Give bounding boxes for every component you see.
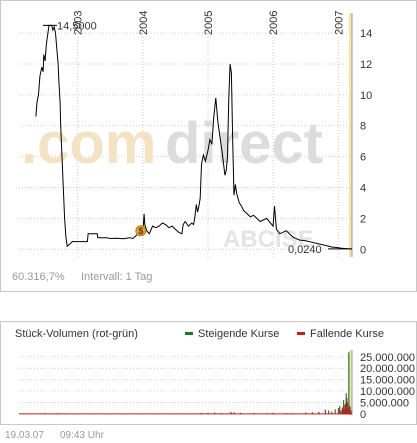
volume-bar-falling	[350, 411, 352, 415]
volume-highlight-band	[349, 350, 352, 415]
volume-bar-rising	[341, 408, 343, 415]
volume-y-tick-label: 25.000.000	[360, 352, 415, 364]
volume-bar-falling	[340, 410, 342, 415]
event-marker-symbol: $	[138, 226, 143, 236]
change-percent: 60.316,7%	[12, 271, 65, 283]
volume-bar-falling	[331, 411, 333, 415]
watermark-direct: direct	[165, 111, 323, 176]
volume-bar-falling	[324, 409, 326, 415]
volume-bar-rising	[318, 411, 320, 415]
x-tick-label: 2006	[268, 11, 280, 35]
volume-bar-rising	[348, 352, 350, 415]
volume-bar-falling	[347, 408, 349, 415]
y-tick-label: 12	[360, 59, 372, 71]
event-marker[interactable]	[135, 225, 147, 237]
highlight-band	[349, 13, 352, 257]
y-tick-label: 4	[360, 183, 366, 195]
legend-rising: Steigende Kurse	[185, 328, 279, 340]
timestamp-date: 19.03.07	[5, 430, 44, 441]
volume-bar-rising	[328, 410, 330, 415]
interval-label: Intervall: 1 Tag	[81, 271, 153, 283]
volume-bar-rising	[344, 404, 346, 415]
max-value-label: 14,5000	[57, 20, 97, 32]
price-chart-panel: .com direct ABCISE 0 2 4 6 8 10 12 14 2003 2004 20…	[0, 0, 417, 292]
volume-bar-falling	[342, 407, 344, 415]
x-tick-label: 2007	[333, 11, 345, 35]
last-value-label: 0,0240	[288, 244, 322, 256]
volume-bar-rising	[334, 409, 336, 415]
volume-bar-rising	[350, 410, 353, 415]
volume-y-tick-label: 15.000.000	[360, 375, 415, 387]
volume-bar-falling	[233, 412, 235, 415]
volume-bar-rising	[343, 400, 345, 415]
legend-falling: Fallende Kurse	[297, 328, 384, 340]
y-tick-label: 2	[360, 213, 366, 225]
y-tick-label: 8	[360, 121, 366, 133]
x-tick-label: 2005	[203, 11, 215, 35]
volume-bar-rising	[349, 407, 351, 415]
legend-rising-swatch	[185, 331, 193, 335]
volume-y-tick-label: 10.000.000	[360, 386, 415, 398]
legend-falling-label: Fallende Kurse	[310, 328, 384, 340]
price-line	[35, 24, 353, 250]
volume-title: Stück-Volumen (rot-grün)	[15, 328, 138, 340]
legend-rising-label: Steigende Kurse	[198, 328, 280, 340]
volume-bar-falling	[343, 409, 345, 415]
volume-y-tick-label: 0	[360, 409, 366, 421]
volume-bar-rising	[230, 411, 232, 415]
volume-bar-falling	[346, 397, 348, 415]
y-tick-label: 10	[360, 90, 372, 102]
volume-bar-rising	[345, 393, 347, 415]
y-tick-label: 6	[360, 152, 366, 164]
volume-bar-falling	[348, 405, 351, 415]
y-tick-label: 14	[360, 28, 372, 40]
volume-chart: 05.000.00010.000.00015.000.00020.000.000…	[19, 350, 415, 421]
volume-chart-panel: Stück-Volumen (rot-grün) Steigende Kurse…	[0, 321, 417, 425]
x-tick-label: 2003	[73, 11, 85, 35]
volume-bar-falling	[337, 408, 340, 415]
legend-falling-swatch	[297, 331, 305, 335]
watermark-com: .com	[21, 111, 156, 176]
volume-bar-rising	[339, 405, 341, 415]
volume-bar-falling	[311, 412, 313, 415]
timestamp-time: 09:43 Uhr	[60, 430, 104, 441]
y-tick-label: 0	[360, 244, 366, 256]
volume-bar-rising	[346, 402, 349, 415]
volume-bar-falling	[344, 403, 347, 415]
volume-y-tick-label: 5.000.000	[360, 397, 409, 409]
x-tick-label: 2004	[138, 11, 150, 35]
volume-y-tick-label: 20.000.000	[360, 363, 415, 375]
